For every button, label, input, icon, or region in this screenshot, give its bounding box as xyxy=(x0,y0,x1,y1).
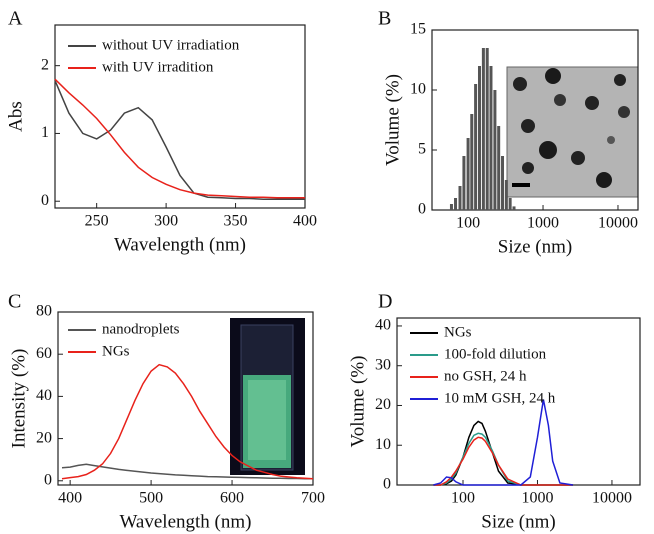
bar xyxy=(508,198,512,210)
bar xyxy=(501,156,505,210)
y-tick-label: 2 xyxy=(41,56,49,73)
bar xyxy=(474,84,478,210)
x-tick-label: 1000 xyxy=(527,215,559,232)
x-axis-title: Size (nm) xyxy=(481,511,555,532)
legend-label: without UV irradiation xyxy=(102,37,240,53)
y-tick-label: 1 xyxy=(41,124,49,141)
panel-label: D xyxy=(378,291,392,313)
x-tick-label: 250 xyxy=(85,213,109,230)
bar xyxy=(485,48,489,210)
y-tick-label: 20 xyxy=(36,429,52,446)
y-axis-title: Volume (%) xyxy=(382,74,403,166)
series-line xyxy=(54,80,305,200)
panel-label: C xyxy=(8,291,21,313)
x-tick-label: 400 xyxy=(293,213,317,230)
bar xyxy=(462,156,466,210)
panel-label: A xyxy=(8,8,23,30)
x-tick-label: 100 xyxy=(456,215,480,232)
bar xyxy=(477,66,481,210)
bar xyxy=(512,206,516,210)
bar xyxy=(504,180,508,210)
legend-label: 100-fold dilution xyxy=(444,346,547,362)
y-tick-label: 40 xyxy=(36,387,52,404)
y-tick-label: 30 xyxy=(375,356,391,373)
x-tick-label: 350 xyxy=(224,213,248,230)
vial-photo xyxy=(230,318,305,475)
bar xyxy=(489,66,493,210)
y-tick-label: 20 xyxy=(375,396,391,413)
bar xyxy=(493,90,497,210)
bar xyxy=(454,198,458,210)
bar xyxy=(481,48,485,210)
x-axis-title: Wavelength (nm) xyxy=(120,511,252,532)
y-axis-title: Volume (%) xyxy=(347,356,368,448)
legend-label: with UV irradition xyxy=(102,59,214,75)
bar xyxy=(497,126,501,210)
series-line xyxy=(433,436,573,486)
y-tick-label: 15 xyxy=(410,21,426,38)
x-axis-title: Wavelength (nm) xyxy=(114,234,246,255)
series-line xyxy=(433,399,574,486)
series-line xyxy=(61,363,314,480)
bar xyxy=(458,186,462,210)
y-tick-label: 10 xyxy=(375,436,391,453)
x-tick-label: 100 xyxy=(451,490,475,507)
y-tick-label: 5 xyxy=(418,141,426,158)
legend-label: nanodroplets xyxy=(102,321,180,337)
y-axis-title: Intensity (%) xyxy=(8,349,29,449)
x-tick-label: 500 xyxy=(139,490,163,507)
y-axis-title: Abs xyxy=(5,101,26,132)
y-tick-label: 0 xyxy=(383,476,391,493)
y-tick-label: 0 xyxy=(44,471,52,488)
y-tick-label: 80 xyxy=(36,303,52,320)
y-tick-label: 0 xyxy=(418,201,426,218)
x-tick-label: 300 xyxy=(154,213,178,230)
y-tick-label: 60 xyxy=(36,345,52,362)
series-line xyxy=(54,78,305,199)
legend-label: NGs xyxy=(102,343,130,359)
x-tick-label: 700 xyxy=(301,490,325,507)
tem-inset xyxy=(506,66,639,198)
plot-frame xyxy=(54,24,306,209)
bar xyxy=(466,138,470,210)
legend-label: NGs xyxy=(444,324,472,340)
plot-frame xyxy=(431,29,639,211)
legend-label: 10 mM GSH, 24 h xyxy=(444,390,556,406)
y-tick-label: 10 xyxy=(410,81,426,98)
x-tick-label: 10000 xyxy=(592,490,632,507)
legend-label: no GSH, 24 h xyxy=(444,368,527,384)
bar xyxy=(470,114,474,210)
y-tick-label: 40 xyxy=(375,317,391,334)
x-tick-label: 1000 xyxy=(521,490,553,507)
panel-label: B xyxy=(378,8,391,30)
series-line xyxy=(61,463,313,480)
plot-frame xyxy=(57,311,314,486)
x-axis-title: Size (nm) xyxy=(498,236,572,257)
x-tick-label: 600 xyxy=(220,490,244,507)
x-tick-label: 400 xyxy=(58,490,82,507)
x-tick-label: 10000 xyxy=(598,215,638,232)
y-tick-label: 0 xyxy=(41,192,49,209)
bar xyxy=(449,204,453,210)
